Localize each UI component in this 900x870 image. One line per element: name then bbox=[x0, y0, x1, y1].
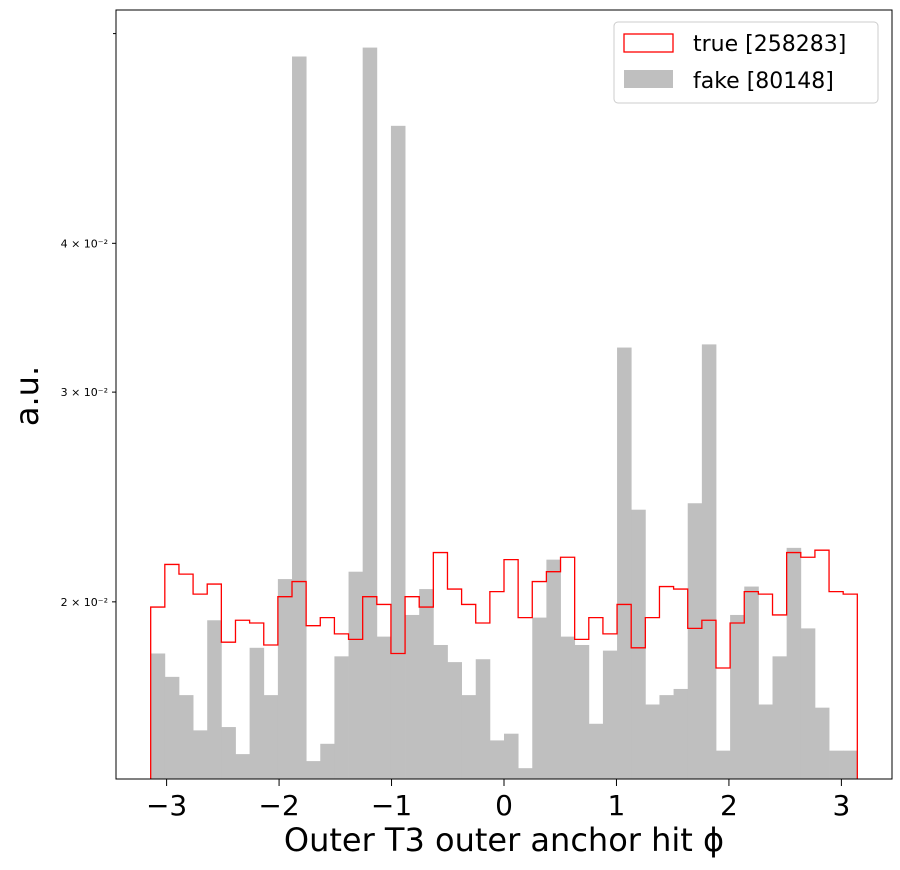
fake-bar bbox=[362, 47, 378, 779]
fake-bar bbox=[574, 644, 590, 779]
fake-bar bbox=[277, 579, 293, 779]
fake-bar bbox=[814, 707, 830, 779]
fake-bar bbox=[715, 750, 731, 779]
fake-bar bbox=[419, 589, 434, 779]
x-tick-label: 2 bbox=[720, 789, 738, 822]
fake-bar bbox=[193, 730, 208, 779]
fake-bar bbox=[701, 344, 717, 779]
fake-bar bbox=[320, 743, 335, 779]
fake-bar bbox=[263, 695, 279, 779]
y-tick-label: 4 × 10⁻² bbox=[61, 237, 108, 250]
fake-bar bbox=[800, 628, 816, 779]
fake-bar bbox=[249, 647, 265, 779]
fake-bar bbox=[433, 644, 448, 779]
fake-bars-layer bbox=[150, 47, 858, 779]
x-tick-label: −3 bbox=[146, 789, 187, 822]
true-step-line bbox=[150, 549, 858, 779]
legend: true [258283] fake [80148] bbox=[613, 21, 879, 104]
y-tick-label: 3 × 10⁻² bbox=[61, 386, 108, 399]
fake-bar bbox=[475, 659, 491, 779]
x-tick-label: 3 bbox=[832, 789, 850, 822]
y-tick-label: 2 × 10⁻² bbox=[61, 596, 108, 609]
fake-bar bbox=[744, 586, 759, 779]
fake-bar bbox=[588, 723, 604, 779]
fake-bar bbox=[376, 636, 392, 779]
fake-bar bbox=[617, 347, 632, 779]
fake-bar bbox=[532, 617, 547, 779]
fake-bar bbox=[631, 509, 646, 779]
fake-bar bbox=[659, 695, 674, 779]
x-ticks-layer: −3 −2 −1 0 1 2 3 bbox=[146, 779, 850, 822]
fake-bar bbox=[758, 704, 773, 779]
y-ticks-layer: 2 × 10⁻² 3 × 10⁻² 4 × 10⁻² bbox=[61, 33, 116, 609]
legend-box bbox=[613, 21, 879, 104]
fake-bar bbox=[560, 636, 576, 779]
fake-bar bbox=[306, 761, 321, 779]
fake-bar bbox=[786, 547, 802, 779]
fake-bar bbox=[489, 740, 505, 779]
fake-bar bbox=[390, 125, 406, 779]
fake-bar bbox=[150, 653, 166, 779]
legend-swatch-fake bbox=[624, 70, 673, 88]
fake-bar bbox=[602, 650, 618, 779]
fake-bar bbox=[829, 750, 844, 779]
fake-bar bbox=[292, 56, 307, 779]
fake-bar bbox=[178, 695, 194, 779]
legend-label-true: true [258283] bbox=[693, 32, 846, 57]
fake-bar bbox=[221, 727, 236, 779]
fake-bar bbox=[334, 656, 349, 779]
x-axis-title: Outer T3 outer anchor hit ϕ bbox=[284, 821, 724, 859]
x-tick-label: 1 bbox=[608, 789, 626, 822]
legend-swatch-true bbox=[623, 33, 674, 53]
fake-bar bbox=[673, 688, 689, 779]
fake-bar bbox=[772, 656, 788, 779]
x-tick-label: 0 bbox=[495, 789, 513, 822]
x-tick-label: −2 bbox=[258, 789, 299, 822]
fake-bar bbox=[461, 695, 477, 779]
fake-bar bbox=[405, 614, 420, 779]
y-axis-title: a.u. bbox=[8, 366, 46, 426]
fake-bar bbox=[235, 754, 251, 779]
fake-bar bbox=[645, 704, 660, 779]
fake-bar bbox=[447, 662, 463, 779]
fake-bar bbox=[843, 750, 858, 779]
x-tick-label: −1 bbox=[371, 789, 412, 822]
fake-bar bbox=[518, 768, 533, 779]
fake-bar bbox=[687, 503, 703, 779]
fake-bar bbox=[504, 733, 519, 779]
fake-bar bbox=[730, 614, 745, 779]
fake-bar bbox=[164, 676, 180, 779]
fake-bar bbox=[546, 559, 561, 779]
fake-bar bbox=[348, 571, 364, 779]
legend-label-fake: fake [80148] bbox=[693, 69, 834, 94]
fake-bar bbox=[207, 620, 222, 779]
